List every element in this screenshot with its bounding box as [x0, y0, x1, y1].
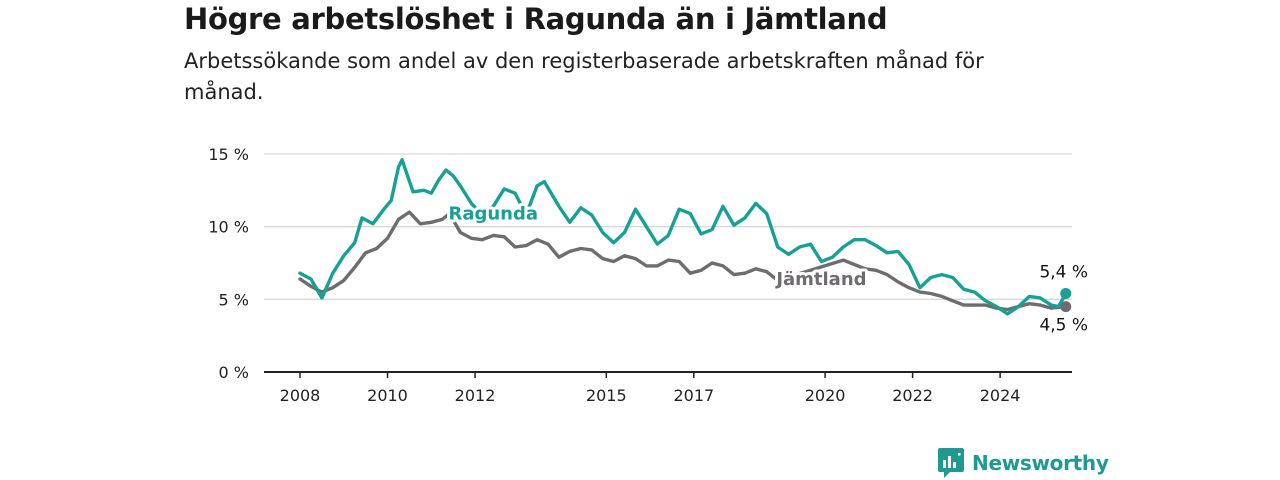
y-axis-labels: 0 % 5 % 10 % 15 % [208, 145, 249, 382]
series-endpoint-ragunda [1060, 288, 1072, 300]
end-value-label-jamtland: 4,5 % [1039, 316, 1088, 336]
newsworthy-brand: Newsworthy [938, 448, 1109, 478]
x-tick-label: 2012 [455, 386, 496, 405]
series-lines [298, 158, 1072, 316]
x-tick-label: 2017 [673, 386, 714, 405]
x-tick-label: 2022 [892, 386, 933, 405]
chart-subtitle: Arbetssökande som andel av den registerb… [184, 49, 984, 104]
series-label-jamtland: Jämtland [774, 269, 866, 290]
series-line-jamtland [298, 210, 1068, 312]
y-tick-label: 5 % [219, 290, 249, 309]
series-endpoint-jamtland [1060, 301, 1072, 313]
chart-title: Högre arbetslöshet i Ragunda än i Jämtla… [184, 2, 888, 36]
brand-name: Newsworthy [972, 451, 1109, 475]
gridlines [264, 153, 1072, 300]
x-tick-label: 2008 [280, 386, 321, 405]
series-line-ragunda [298, 158, 1068, 316]
series-labels: Ragunda Jämtland 5,4 % 4,5 % [445, 200, 1088, 336]
y-tick-label: 15 % [208, 145, 249, 164]
series-label-ragunda: Ragunda [448, 203, 538, 224]
end-value-label-ragunda: 5,4 % [1039, 263, 1088, 283]
x-tick-label: 2024 [980, 386, 1021, 405]
y-tick-label: 0 % [219, 363, 249, 382]
x-tick-label: 2010 [367, 386, 408, 405]
x-tick-label: 2015 [586, 386, 627, 405]
x-tick-label: 2020 [805, 386, 846, 405]
y-tick-label: 10 % [208, 218, 249, 237]
newsworthy-logo-icon [938, 448, 964, 478]
x-axis: 2008 2010 2012 2015 2017 2020 2022 2024 [264, 371, 1072, 405]
